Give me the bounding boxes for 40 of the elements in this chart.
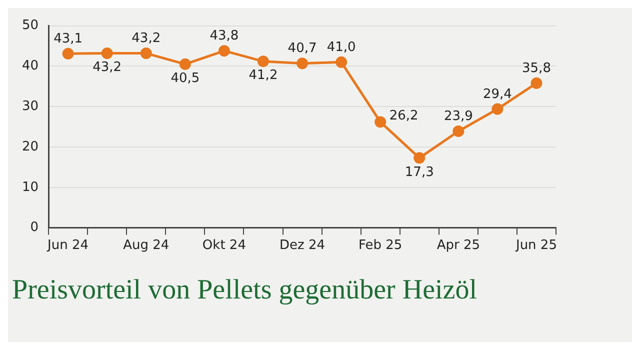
x-tick-label: Dez 24 xyxy=(280,238,326,253)
point xyxy=(492,103,504,115)
data-label: 26,2 xyxy=(389,108,418,124)
data-label: 29,4 xyxy=(482,86,512,102)
point xyxy=(101,48,113,60)
data-label: 40,5 xyxy=(170,71,200,86)
point xyxy=(452,125,464,137)
point xyxy=(296,58,308,70)
x-tick-label: Apr 25 xyxy=(436,238,480,253)
x-tick-label: Jun 24 xyxy=(46,238,89,253)
point xyxy=(140,48,152,60)
data-label: 41,2 xyxy=(248,68,278,84)
data-label: 41,0 xyxy=(326,40,356,56)
point xyxy=(336,56,348,68)
y-tick-label: 10 xyxy=(22,180,39,195)
point xyxy=(179,58,191,70)
data-label: 40,7 xyxy=(288,41,317,56)
y-tick-label: 20 xyxy=(22,139,39,154)
point xyxy=(62,48,74,60)
x-tick-label: Okt 24 xyxy=(202,238,246,253)
y-tick-label: 40 xyxy=(22,58,39,74)
y-tick-label: 50 xyxy=(22,18,39,34)
data-label: 43,1 xyxy=(54,32,83,47)
x-tick-label: Feb 25 xyxy=(358,238,402,253)
text: Preisvorteil von Pellets gegenüber Heizöl xyxy=(12,274,478,306)
point xyxy=(374,116,386,128)
data-label: 23,9 xyxy=(444,109,473,124)
point xyxy=(257,56,269,68)
x-tick-label: Jun 25 xyxy=(514,238,557,253)
data-label: 43,2 xyxy=(132,31,161,46)
y-tick-label: 30 xyxy=(22,98,39,114)
point xyxy=(218,45,230,57)
data-label: 43,2 xyxy=(92,60,122,76)
data-label: 35,8 xyxy=(522,61,551,76)
point xyxy=(530,77,542,89)
data-label: 43,8 xyxy=(210,28,239,44)
point xyxy=(414,152,426,164)
y-tick-label: 0 xyxy=(30,220,39,236)
x-tick-label: Aug 24 xyxy=(123,238,170,253)
data-label: 17,3 xyxy=(404,164,434,180)
